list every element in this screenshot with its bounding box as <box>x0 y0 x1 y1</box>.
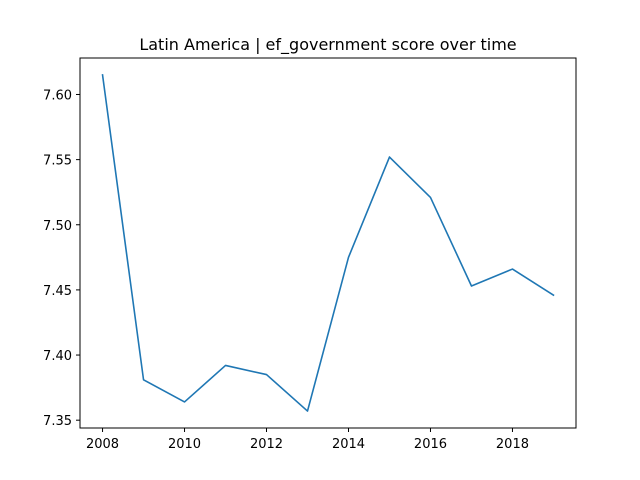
y-tick-label: 7.55 <box>43 154 72 169</box>
plot-area <box>101 74 555 412</box>
y-tick-label: 7.50 <box>43 219 72 234</box>
x-tick-label: 2010 <box>168 437 201 452</box>
y-tick-label: 7.40 <box>43 349 72 364</box>
chart-title: Latin America | ef_government score over… <box>139 35 516 55</box>
x-tick-label: 2014 <box>332 437 365 452</box>
x-tick-label: 2018 <box>496 437 529 452</box>
x-tick-label: 2008 <box>86 437 119 452</box>
y-tick-label: 7.35 <box>43 414 72 429</box>
x-tick-label: 2012 <box>250 437 283 452</box>
y-axis: 7.35 7.40 7.45 7.50 7.55 7.60 <box>43 88 80 429</box>
series-line <box>101 74 555 412</box>
y-tick-label: 7.60 <box>43 88 72 103</box>
x-axis: 2008 2010 2012 2014 2016 2018 <box>86 428 529 452</box>
x-tick-label: 2016 <box>414 437 447 452</box>
plot-frame <box>79 57 577 429</box>
y-tick-label: 7.45 <box>43 284 72 299</box>
